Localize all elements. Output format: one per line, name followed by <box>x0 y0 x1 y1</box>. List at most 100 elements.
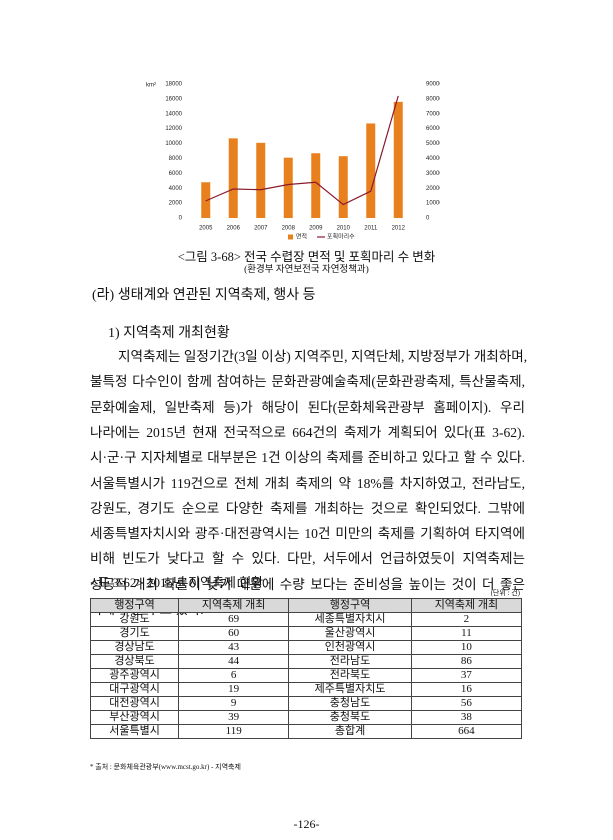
table-cell: 지역축제 개최 <box>410 598 523 613</box>
table-cell: 43 <box>178 640 290 655</box>
x-tick-label: 2009 <box>309 226 323 232</box>
table-cell: 지역축제 개최 <box>178 598 290 613</box>
table-cell: 충청북도 <box>288 710 412 725</box>
heading: (라) 생태계와 연관된 지역축제, 행사 등 <box>92 288 316 303</box>
table-note: * 출처 : 문화체육관광부(www.mcst.go.kr) - 지역축제 <box>90 763 241 771</box>
table-cell: 9 <box>178 696 290 711</box>
y-tick-label: 6000 <box>169 171 183 177</box>
table-cell: 11 <box>410 626 523 641</box>
x-tick-label: 2006 <box>227 226 241 232</box>
bar <box>311 153 321 218</box>
y-tick-label: 8000 <box>169 156 183 162</box>
paragraph-line: 비해 빈도가 낮다고 할 수 있다. 다만, 서두에서 언급하였듯이 지역축제는 <box>90 551 525 567</box>
page-number: -126- <box>293 817 320 831</box>
table-cell: 6 <box>178 668 290 683</box>
table-cell: 86 <box>410 654 523 669</box>
table-cell: 경기도 <box>89 626 180 641</box>
table-cell: 충청남도 <box>288 696 412 711</box>
table-row: 경기도 60 울산광역시 11 <box>89 626 523 641</box>
table-cell: 19 <box>178 682 290 697</box>
table-cell: 인천광역시 <box>288 640 412 655</box>
table-cell: 2 <box>410 612 523 627</box>
bar <box>283 157 293 218</box>
x-tick-label: 2012 <box>392 226 406 232</box>
table-cell: 10 <box>410 640 523 655</box>
table-cell: 총합계 <box>288 724 412 739</box>
y2-tick-label: 70000 <box>426 111 440 117</box>
x-tick-label: 2007 <box>254 226 268 232</box>
table-row: 광주광역시 6 전라북도 37 <box>89 668 523 683</box>
paragraph-line: 성공적 개최 확률이 낮기 때문에 수량 보다는 준비성을 높이는 것이 더 좋… <box>90 576 525 592</box>
table-cell: 세종특별자치시 <box>288 612 412 627</box>
x-tick-label: 2008 <box>282 226 296 232</box>
table-cell: 119 <box>178 724 290 739</box>
bar <box>256 142 266 218</box>
y2-tick-label: 10000 <box>426 201 440 207</box>
y2-tick-label: 40000 <box>426 156 440 162</box>
y-tick-label: 12000 <box>165 126 182 132</box>
table-cell: 56 <box>410 696 523 711</box>
y2-tick-label: 60000 <box>426 126 440 132</box>
bar <box>228 138 238 218</box>
table-cell: 서울특별시 <box>89 724 180 739</box>
legend-label: 포획마리수 <box>327 233 355 241</box>
y2-tick-label: 30000 <box>426 171 440 177</box>
figure-source: (환경부 자연보전국 자연정책과) <box>244 265 369 275</box>
y-tick-label: 14000 <box>165 111 182 117</box>
table-cell: 부산광역시 <box>89 710 180 725</box>
line <box>205 95 399 206</box>
table-cell: 38 <box>410 710 523 725</box>
x-tick-label: 2011 <box>364 226 378 232</box>
table-unit: (단위 : 건) <box>490 589 520 597</box>
table-cell: 대구광역시 <box>89 682 180 697</box>
table-cell: 44 <box>178 654 290 669</box>
bar <box>338 156 348 218</box>
table-cell: 대전광역시 <box>89 696 180 711</box>
figure-caption: <그림 3-68> 전국 수렵장 면적 및 포획마리 수 변화 <box>177 250 436 264</box>
table-row: 부산광역시 39 충청북도 38 <box>89 710 523 725</box>
x-tick-label: 2005 <box>199 226 213 232</box>
table-cell: 전라남도 <box>288 654 412 669</box>
bar <box>201 182 211 218</box>
table-row: 경상남도 43 인천광역시 10 <box>89 640 523 655</box>
paragraph-line: 문화예술제, 일반축제 등)가 해당이 된다(문화체육관광부 홈페이지). 우리 <box>90 399 525 415</box>
table-cell: 행정구역 <box>288 598 412 613</box>
y-tick-label: 10000 <box>165 141 182 147</box>
table-row: 강원도 69 세종특별자치시 2 <box>89 612 523 627</box>
table-cell: 16 <box>410 682 523 697</box>
y-axis-label: km² <box>146 83 156 89</box>
subheading: 1) 지역축제 개최현황 <box>108 326 230 341</box>
table-row: 경상북도 44 전라남도 86 <box>89 654 523 669</box>
table-cell: 제주특별자치도 <box>288 682 412 697</box>
paragraph-line: 강원도, 경기도 순으로 다양한 축제를 개최하는 것으로 확인되었다. 그밖에 <box>90 500 525 516</box>
table-cell: 37 <box>410 668 523 683</box>
chart: 0 2000 4000 6000 8000 10000 12000 14000 16000 180… <box>146 82 440 241</box>
y2-tick-label: 90000 <box>426 82 440 88</box>
table-row: 대구광역시 19 제주특별자치도 16 <box>89 682 523 697</box>
table-cell: 경상남도 <box>89 640 180 655</box>
y-tick-label: 4000 <box>169 186 183 192</box>
table-cell: 행정구역 <box>89 598 180 613</box>
bar <box>366 123 376 218</box>
y-tick-label: 0 <box>179 216 183 222</box>
paragraph-line: 세종특별자치시와 광주·대전광역시는 10건 미만의 축제를 기획하여 타지역에 <box>90 526 525 542</box>
legend-swatch <box>288 234 293 240</box>
table-row: 서울특별시 119 총합계 664 <box>89 724 523 739</box>
table-row: 대전광역시 9 충청남도 56 <box>89 696 523 711</box>
table-cell: 664 <box>410 724 523 739</box>
table-cell: 39 <box>178 710 290 725</box>
table-row: 행정구역 지역축제 개최 행정구역 지역축제 개최 <box>89 598 523 613</box>
table-cell: 울산광역시 <box>288 626 412 641</box>
table: 행정구역 지역축제 개최 행정구역 지역축제 개최 강원도 69 세종특별자치시 2 경기도 60… <box>89 598 523 739</box>
y-tick-label: 16000 <box>165 96 182 102</box>
table-cell: 60 <box>178 626 290 641</box>
table-cell: 광주광역시 <box>89 668 180 683</box>
table-cell: 경상북도 <box>89 654 180 669</box>
y2-tick-label: 20000 <box>426 186 440 192</box>
paragraph-line: 서울특별시가 119건으로 전체 개최 축제의 약 18%를 차지하였고, 전라… <box>90 475 525 491</box>
table-cell: 강원도 <box>89 612 180 627</box>
table-cell: 69 <box>178 612 290 627</box>
y-tick-label: 18000 <box>165 82 182 88</box>
bar <box>393 101 403 218</box>
